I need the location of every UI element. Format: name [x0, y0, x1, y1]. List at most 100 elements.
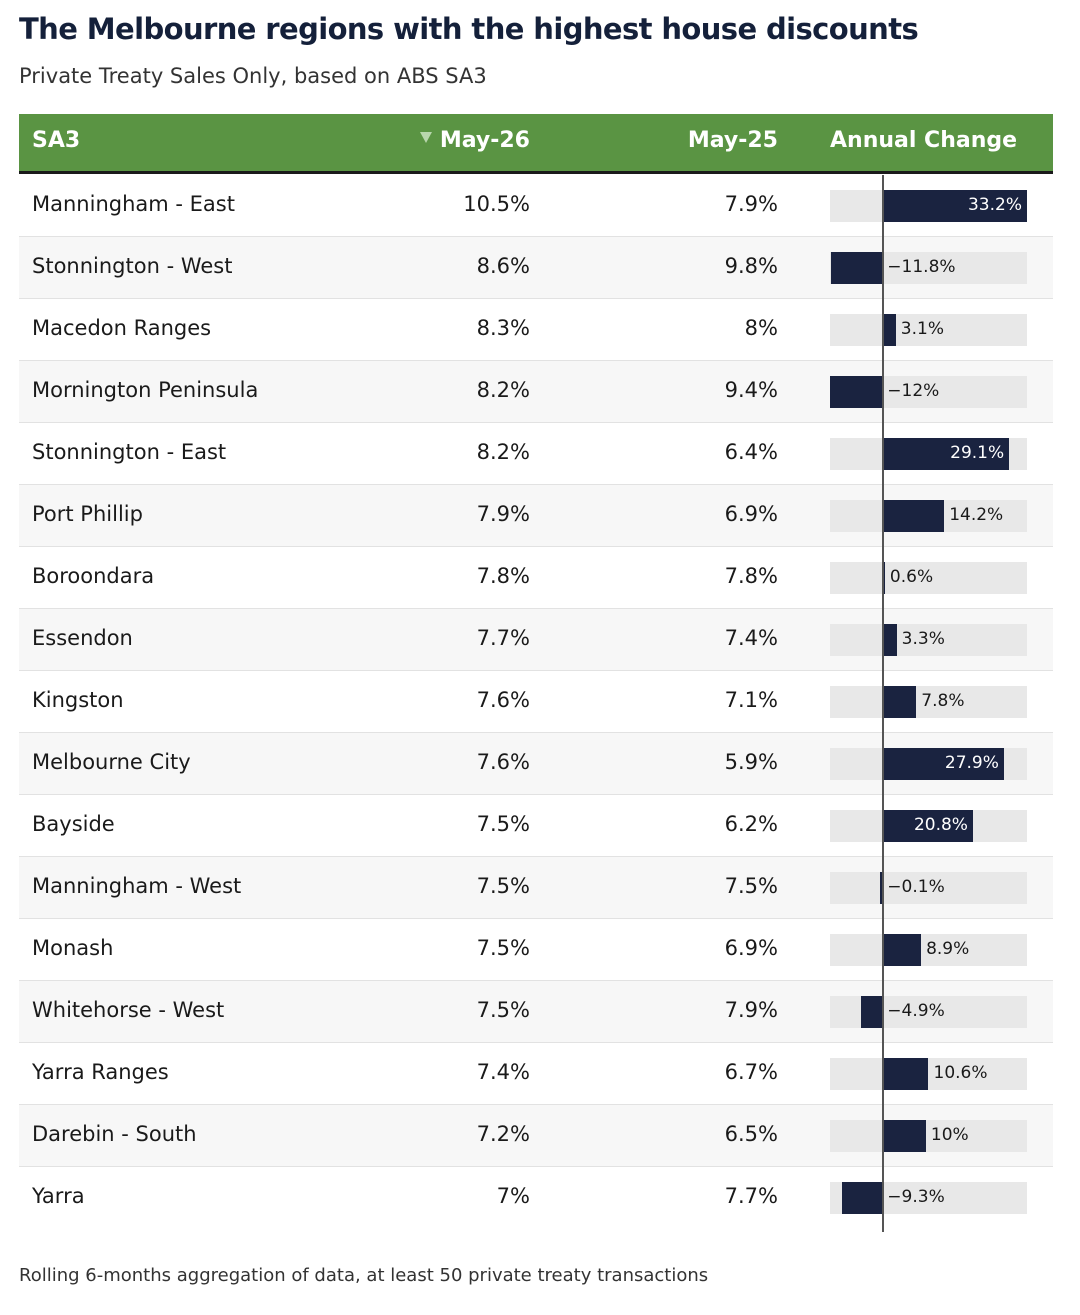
change-bar-track	[830, 686, 1027, 718]
may25-value: 7.1%	[724, 688, 778, 712]
change-bar	[882, 934, 922, 966]
sa3-name: Stonnington - West	[32, 254, 233, 278]
change-label: −4.9%	[887, 1001, 945, 1021]
table-row: Stonnington - West 8.6% 9.8% −11.8%	[19, 237, 1053, 299]
column-header-may26-label: May-26	[439, 128, 530, 153]
sa3-name: Boroondara	[32, 564, 155, 588]
change-label: 3.3%	[901, 629, 945, 649]
change-bar	[882, 1058, 929, 1090]
table-header: SA3 May-26 May-25 Annual Change	[19, 114, 1053, 174]
sa3-name: Kingston	[32, 688, 124, 712]
may26-value: 10.5%	[463, 192, 530, 216]
table-row: Bayside 7.5% 6.2% 20.8%	[19, 795, 1053, 857]
sort-descending-icon[interactable]	[419, 132, 432, 143]
may26-value: 7.5%	[476, 812, 530, 836]
sa3-name: Stonnington - East	[32, 440, 227, 464]
table-row: Essendon 7.7% 7.4% 3.3%	[19, 609, 1053, 671]
change-bar-track	[830, 624, 1027, 656]
may25-value: 6.7%	[724, 1060, 778, 1084]
sa3-name: Yarra	[32, 1184, 85, 1208]
change-label: −12%	[887, 381, 940, 401]
may25-value: 7.9%	[724, 998, 778, 1022]
change-label: 10.6%	[933, 1063, 988, 1083]
change-bar	[882, 624, 897, 656]
change-bar	[882, 810, 973, 842]
may26-value: 7.6%	[476, 688, 530, 712]
table-row: Yarra Ranges 7.4% 6.7% 10.6%	[19, 1043, 1053, 1105]
sa3-name: Monash	[32, 936, 114, 960]
change-label: 20.8%	[913, 815, 968, 835]
may25-value: 8%	[744, 316, 778, 340]
table-row: Stonnington - East 8.2% 6.4% 29.1%	[19, 423, 1053, 485]
change-label: −9.3%	[887, 1187, 945, 1207]
may26-value: 7.4%	[476, 1060, 530, 1084]
column-header-sa3[interactable]: SA3	[32, 128, 81, 153]
sa3-name: Port Phillip	[32, 502, 143, 526]
sa3-name: Essendon	[32, 626, 133, 650]
table-row: Mornington Peninsula 8.2% 9.4% −12%	[19, 361, 1053, 423]
may26-value: 7.2%	[476, 1122, 530, 1146]
may25-value: 6.4%	[724, 440, 778, 464]
table-row: Monash 7.5% 6.9% 8.9%	[19, 919, 1053, 981]
may25-value: 9.4%	[724, 378, 778, 402]
may26-value: 8.2%	[476, 440, 530, 464]
change-bar	[882, 748, 1004, 780]
footnote: Rolling 6-months aggregation of data, at…	[19, 1265, 709, 1286]
change-bar	[882, 1120, 926, 1152]
sa3-name: Manningham - West	[32, 874, 242, 898]
table-row: Whitehorse - West 7.5% 7.9% −4.9%	[19, 981, 1053, 1043]
sa3-name: Darebin - South	[32, 1122, 197, 1146]
may26-value: 8.3%	[476, 316, 530, 340]
may25-value: 6.9%	[724, 936, 778, 960]
chart-subtitle: Private Treaty Sales Only, based on ABS …	[19, 64, 487, 88]
table-body: Manningham - East 10.5% 7.9% 33.2% Stonningt…	[19, 175, 1053, 1228]
change-bar-track	[830, 1120, 1027, 1152]
may26-value: 7.9%	[476, 502, 530, 526]
column-header-annual-change[interactable]: Annual Change	[830, 128, 1018, 153]
may26-value: 8.6%	[476, 254, 530, 278]
sa3-name: Macedon Ranges	[32, 316, 212, 340]
table-row: Yarra 7% 7.7% −9.3%	[19, 1167, 1053, 1228]
may25-value: 7.7%	[724, 1184, 778, 1208]
change-bar	[830, 376, 883, 408]
table-row: Kingston 7.6% 7.1% 7.8%	[19, 671, 1053, 733]
change-bar-track	[830, 314, 1027, 346]
chart-title: The Melbourne regions with the highest h…	[19, 12, 919, 46]
may25-value: 7.8%	[724, 564, 778, 588]
may26-value: 7.7%	[476, 626, 530, 650]
sa3-name: Yarra Ranges	[32, 1060, 169, 1084]
table-row: Manningham - East 10.5% 7.9% 33.2%	[19, 175, 1053, 237]
sa3-name: Melbourne City	[32, 750, 191, 774]
may25-value: 7.5%	[724, 874, 778, 898]
may25-value: 7.9%	[724, 192, 778, 216]
may25-value: 6.5%	[724, 1122, 778, 1146]
change-label: −0.1%	[887, 877, 945, 897]
may25-value: 6.2%	[724, 812, 778, 836]
change-bar	[860, 996, 883, 1028]
change-label: 27.9%	[944, 753, 999, 773]
sa3-name: Mornington Peninsula	[32, 378, 259, 402]
change-label: 14.2%	[949, 505, 1004, 525]
change-bar	[882, 500, 945, 532]
change-bar-track	[830, 934, 1027, 966]
may25-value: 7.4%	[724, 626, 778, 650]
may26-value: 7.5%	[476, 874, 530, 898]
change-bar	[882, 686, 917, 718]
may26-value: 7%	[496, 1184, 530, 1208]
change-bar-track	[830, 872, 1027, 904]
may26-value: 8.2%	[476, 378, 530, 402]
change-bar	[880, 872, 883, 904]
change-bar-track	[830, 562, 1027, 594]
table-row: Melbourne City 7.6% 5.9% 27.9%	[19, 733, 1053, 795]
change-bar-track	[830, 1058, 1027, 1090]
change-label: 33.2%	[967, 195, 1022, 215]
table-row: Manningham - West 7.5% 7.5% −0.1%	[19, 857, 1053, 919]
column-header-may26[interactable]: May-26	[419, 128, 530, 153]
change-label: 29.1%	[950, 443, 1005, 463]
change-bar	[882, 438, 1010, 470]
change-bar	[882, 314, 896, 346]
table-row: Boroondara 7.8% 7.8% 0.6%	[19, 547, 1053, 609]
column-header-may25[interactable]: May-25	[687, 128, 778, 153]
may26-value: 7.5%	[476, 998, 530, 1022]
sa3-name: Whitehorse - West	[32, 998, 225, 1022]
